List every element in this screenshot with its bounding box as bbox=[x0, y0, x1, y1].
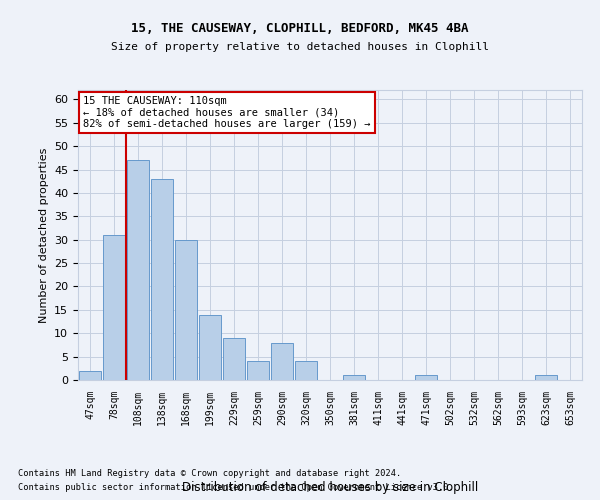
Bar bbox=[79, 370, 101, 380]
Bar bbox=[199, 314, 221, 380]
Text: 15, THE CAUSEWAY, CLOPHILL, BEDFORD, MK45 4BA: 15, THE CAUSEWAY, CLOPHILL, BEDFORD, MK4… bbox=[131, 22, 469, 36]
Bar bbox=[151, 179, 173, 380]
Bar bbox=[247, 362, 269, 380]
Bar bbox=[223, 338, 245, 380]
X-axis label: Distribution of detached houses by size in Clophill: Distribution of detached houses by size … bbox=[182, 480, 478, 494]
Bar bbox=[535, 376, 557, 380]
Bar bbox=[415, 376, 437, 380]
Text: 15 THE CAUSEWAY: 110sqm
← 18% of detached houses are smaller (34)
82% of semi-de: 15 THE CAUSEWAY: 110sqm ← 18% of detache… bbox=[83, 96, 371, 129]
Text: Contains HM Land Registry data © Crown copyright and database right 2024.: Contains HM Land Registry data © Crown c… bbox=[18, 468, 401, 477]
Text: Contains public sector information licensed under the Open Government Licence v3: Contains public sector information licen… bbox=[18, 484, 454, 492]
Bar bbox=[295, 362, 317, 380]
Bar bbox=[271, 342, 293, 380]
Bar bbox=[343, 376, 365, 380]
Y-axis label: Number of detached properties: Number of detached properties bbox=[38, 148, 49, 322]
Bar bbox=[103, 235, 125, 380]
Bar bbox=[127, 160, 149, 380]
Text: Size of property relative to detached houses in Clophill: Size of property relative to detached ho… bbox=[111, 42, 489, 52]
Bar bbox=[175, 240, 197, 380]
